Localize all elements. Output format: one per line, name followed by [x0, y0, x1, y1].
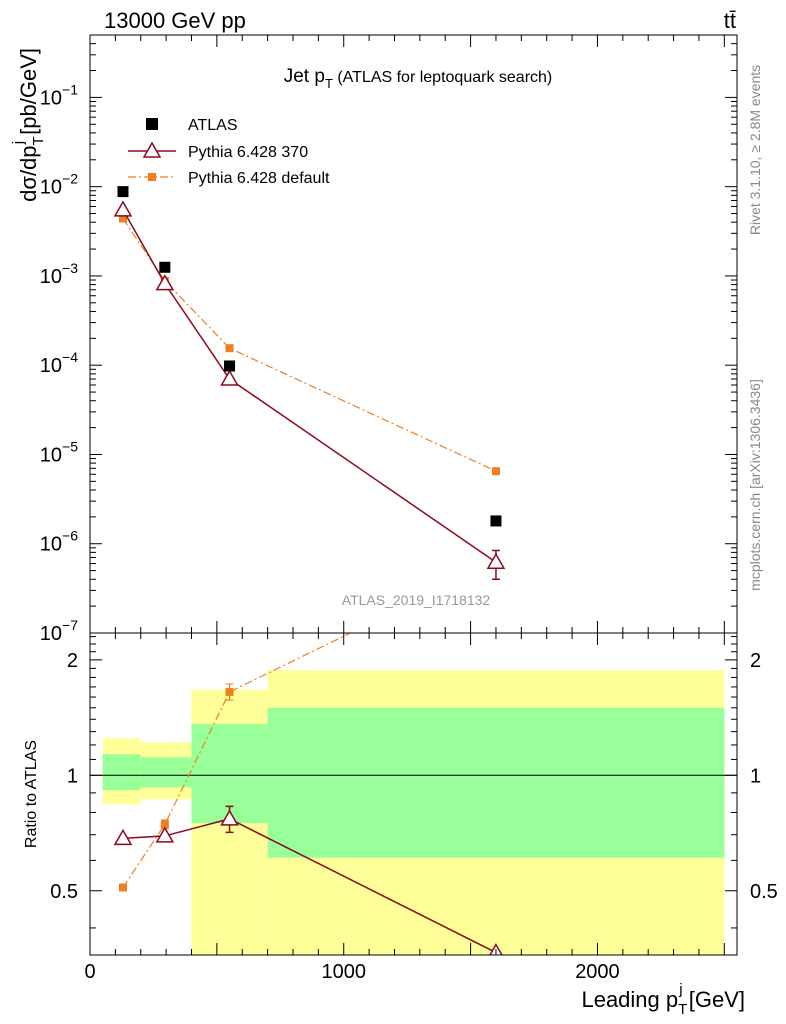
legend-label-1: Pythia 6.428 370	[188, 144, 308, 161]
y-tick-label: 10−1	[40, 81, 78, 109]
chart-title-rest: (ATLAS for leptoquark search)	[333, 69, 552, 86]
series-line-pythia-370	[122, 209, 497, 563]
data-point-pythia-370	[220, 369, 239, 386]
legend-label-2: Pythia 6.428 default	[188, 170, 330, 187]
ratio-point-pythia-default	[225, 687, 234, 696]
y-tick-label: 10−5	[40, 438, 78, 466]
ratio-y-axis-label: Ratio to ATLAS	[23, 740, 40, 848]
ratio-y-tick-label-right: 2	[750, 650, 761, 672]
ratio-y-tick-label-right: 1	[750, 765, 761, 787]
y-tick-label-exp: −2	[62, 171, 78, 187]
analysis-watermark: ATLAS_2019_I1718132	[342, 592, 491, 608]
y-axis-label-unit: [pb/GeV]	[16, 48, 41, 141]
top-panel: 10−7 10−6 10−5 10−4 10−3 10−2 10−1dσ/dpTj [pb/…	[10, 34, 738, 645]
ratio-y-tick-label-left: 1	[67, 765, 78, 787]
ratio-x-tick-label: 1000	[321, 961, 366, 983]
ratio-y-tick-label-left: 2	[67, 650, 78, 672]
y-tick-label-exp: −1	[62, 81, 78, 97]
ratio-point-pythia-default	[160, 820, 169, 829]
y-tick-label: 10−2	[40, 171, 78, 199]
header-right-label: tt̄	[724, 8, 736, 33]
x-axis-label-sub: T	[678, 1001, 687, 1018]
y-tick-label: 10−4	[40, 349, 78, 377]
data-point-atlas	[224, 360, 236, 372]
data-point-atlas	[117, 186, 129, 198]
mcplots-label: mcplots.cern.ch [arXiv:1306.3436]	[747, 379, 763, 591]
ratio-line-pythia-default	[122, 633, 352, 888]
y-tick-label-exp: −7	[62, 617, 78, 633]
legend-marker-pythia-370	[142, 141, 162, 158]
ratio-point-pythia-370	[155, 826, 175, 843]
y-axis-label: dσ/dpTj [pb/GeV]	[10, 48, 47, 202]
chart-title-sub: T	[325, 76, 333, 91]
header-left-label: 13000 GeV pp	[104, 8, 246, 33]
y-tick-label-exp: −5	[62, 438, 78, 454]
x-axis-label: Leading pTj [GeV]	[581, 981, 745, 1018]
ratio-x-tick-label: 0	[84, 961, 95, 983]
uncertainty-band-inner	[102, 754, 141, 791]
ratio-x-tick-label: 2000	[575, 961, 620, 983]
ratio-point-pythia-370	[113, 828, 133, 846]
y-tick-label-exp: −4	[62, 349, 78, 365]
data-point-pythia-370	[113, 200, 133, 217]
y-tick-label: 10−7	[40, 617, 78, 645]
y-tick-label-exp: −3	[62, 260, 78, 276]
data-point-atlas	[490, 515, 502, 527]
ratio-y-tick-label-right: 0.5	[750, 881, 778, 903]
legend-label-0: ATLAS	[188, 117, 238, 134]
legend-marker-atlas	[146, 118, 158, 130]
ratio-line-pythia-370	[122, 818, 497, 954]
data-point-pythia-default	[491, 467, 500, 476]
y-tick-label: 10−6	[40, 528, 78, 556]
uncertainty-band-inner	[140, 757, 192, 788]
chart-title: Jet pT (ATLAS for leptoquark search)	[284, 66, 553, 91]
data-point-pythia-370	[486, 552, 506, 570]
ratio-panel: 0.5 0.5 1 1 2 2 0 1000 2000 Ratio to ATLAS Leading…	[23, 632, 778, 1018]
rivet-label: Rivet 3.1.10, ≥ 2.8M events	[747, 65, 763, 235]
x-axis-label-sup: j	[678, 981, 682, 998]
series-line-pythia-default	[122, 218, 497, 472]
ratio-data	[90, 633, 737, 955]
x-axis-label-unit: [GeV]	[683, 987, 745, 1012]
data-point-pythia-default	[225, 344, 234, 353]
y-tick-label-exp: −6	[62, 528, 78, 544]
x-axis-label-main: Leading p	[581, 987, 678, 1012]
legend-marker-pythia-default	[148, 173, 156, 181]
ratio-point-pythia-370	[220, 809, 239, 826]
ratio-frame	[89, 632, 738, 956]
data-point-pythia-370	[155, 274, 175, 291]
data-point-atlas	[159, 261, 171, 273]
y-tick-label: 10−3	[40, 260, 78, 288]
ratio-point-pythia-default	[118, 883, 127, 892]
uncertainty-band-inner	[267, 707, 725, 858]
top-data	[113, 186, 506, 581]
y-axis-label-sub: T	[30, 136, 47, 145]
data-point-pythia-default	[118, 214, 127, 223]
y-axis-label-sup: j	[10, 141, 27, 145]
ratio-y-tick-label-left: 0.5	[50, 881, 78, 903]
